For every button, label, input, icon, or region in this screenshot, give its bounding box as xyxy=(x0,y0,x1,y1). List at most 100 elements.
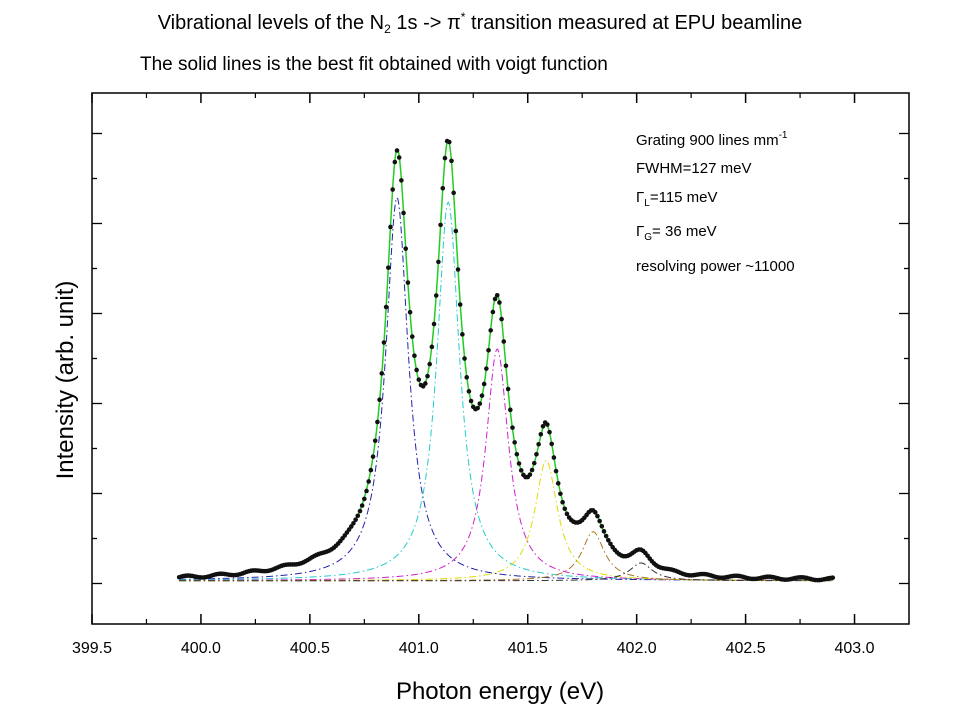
data-point xyxy=(438,222,443,228)
data-point xyxy=(531,460,537,466)
resolving-power-annotation: resolving power ~11000 xyxy=(636,258,795,275)
data-point xyxy=(490,309,496,315)
data-point xyxy=(547,429,552,435)
data-point xyxy=(447,139,452,145)
data-point xyxy=(558,491,563,497)
data-point xyxy=(423,381,428,386)
data-point xyxy=(481,381,487,387)
data-point xyxy=(431,321,437,327)
grating-annotation: Grating 900 lines mm-1 xyxy=(636,130,788,149)
data-point xyxy=(477,401,483,406)
data-point xyxy=(562,506,568,512)
data-point xyxy=(383,304,389,310)
x-tick-label: 400.0 xyxy=(181,640,221,657)
data-point xyxy=(512,440,517,445)
data-point xyxy=(503,363,509,369)
data-point xyxy=(599,523,605,529)
data-point xyxy=(601,529,607,534)
data-point xyxy=(394,148,400,153)
data-point xyxy=(407,309,413,315)
data-point xyxy=(529,467,535,473)
data-point xyxy=(592,510,598,515)
data-point xyxy=(405,280,411,285)
data-point xyxy=(516,461,522,466)
data-point xyxy=(484,366,489,371)
data-point xyxy=(466,389,472,394)
data-point xyxy=(436,259,441,265)
data-point xyxy=(390,187,395,192)
x-tick-label: 403.0 xyxy=(835,640,875,657)
data-point xyxy=(597,518,602,524)
data-point xyxy=(564,511,570,517)
data-point xyxy=(492,296,498,302)
data-point xyxy=(608,541,613,547)
component-peak-4 xyxy=(179,531,833,582)
data-point xyxy=(368,467,374,473)
data-point xyxy=(433,293,439,298)
data-point xyxy=(351,520,356,526)
x-axis-label: Photon energy (eV) xyxy=(395,678,605,705)
data-point xyxy=(372,438,378,444)
data-point xyxy=(494,292,500,298)
data-point xyxy=(364,488,369,494)
data-point xyxy=(486,347,491,353)
component-peak-3 xyxy=(179,459,833,582)
data-point xyxy=(549,441,554,447)
data-point xyxy=(555,481,561,486)
data-point xyxy=(497,300,502,305)
y-axis-ticks xyxy=(92,132,909,585)
gamma-g-annotation: ΓG= 36 meV xyxy=(636,223,717,243)
data-point xyxy=(375,419,380,425)
data-point xyxy=(475,405,480,411)
fwhm-annotation: FWHM=127 meV xyxy=(636,160,752,177)
fit-line xyxy=(179,139,833,580)
data-point xyxy=(401,210,406,216)
data-point xyxy=(392,159,398,165)
data-point xyxy=(606,537,611,543)
data-point xyxy=(538,431,544,437)
data-point xyxy=(603,533,609,539)
x-tick-label: 400.5 xyxy=(290,640,330,657)
data-point xyxy=(510,425,515,430)
data-point xyxy=(355,513,361,519)
data-point xyxy=(379,371,385,376)
x-tick-label: 401.5 xyxy=(508,640,548,657)
data-point xyxy=(499,316,504,322)
data-point xyxy=(429,344,435,350)
x-axis-ticks: 399.5 400.0 400.5 401.0 401.5 402.0 402.5 403.0 xyxy=(72,93,875,657)
data-point xyxy=(462,356,467,361)
x-tick-label: 401.0 xyxy=(399,640,439,657)
data-point xyxy=(540,424,546,429)
data-point xyxy=(536,441,541,447)
data-point xyxy=(353,517,358,523)
data-point xyxy=(551,455,557,460)
data-point xyxy=(488,328,494,333)
data-point xyxy=(457,302,463,307)
data-point xyxy=(348,524,354,529)
data-point xyxy=(595,513,600,519)
data-point xyxy=(362,496,367,502)
data-point xyxy=(427,361,432,367)
data-point xyxy=(553,468,559,474)
data-point xyxy=(560,499,565,505)
data-point xyxy=(453,228,459,234)
component-peak-1 xyxy=(179,201,833,581)
data-point xyxy=(396,155,402,160)
data-point xyxy=(479,393,485,398)
y-axis-label: Intensity (arb. unit) xyxy=(52,280,79,480)
data-point xyxy=(518,468,524,473)
data-point xyxy=(381,340,387,345)
chart-title: Vibrational levels of the N2 1s -> π* tr… xyxy=(157,10,803,36)
data-point xyxy=(449,158,454,164)
x-tick-label: 402.0 xyxy=(617,640,657,657)
data-point xyxy=(386,265,391,270)
plot-frame xyxy=(91,92,910,625)
data-point xyxy=(416,377,422,382)
data-point xyxy=(468,398,474,404)
data-point xyxy=(451,190,456,196)
data-point xyxy=(370,454,376,459)
component-peak-5 xyxy=(179,562,833,582)
data-point xyxy=(505,386,511,392)
data-point xyxy=(425,373,430,379)
